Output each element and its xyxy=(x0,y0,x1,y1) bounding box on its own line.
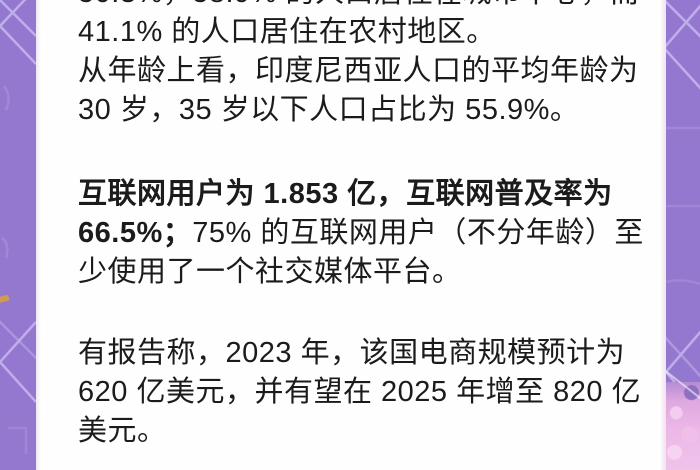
paragraph-ecommerce: 有报告称，2023 年，该国电商规模预计为 620 亿美元，并有望在 2025 … xyxy=(78,334,664,451)
paragraph-demographics: 50.3%，58.9% 的人口居住在城市中心，而 41.1% 的人口居住在农村地… xyxy=(78,0,664,130)
text-line: 少使用了一个社交媒体平台。 xyxy=(78,256,462,288)
text-line-mixed: 66.5%；75% 的互联网用户（不分年龄）至 xyxy=(78,214,664,253)
text-run: 75% 的互联网用户（不分年龄）至 xyxy=(192,217,644,249)
text-line: 从年龄上看，印度尼西亚人口的平均年龄为 xyxy=(78,55,639,87)
paragraph-internet-users: 互联网用户为 1.853 亿，互联网普及率为 66.5%；75% 的互联网用户（… xyxy=(78,175,664,292)
left-wallpaper-strip xyxy=(0,0,36,470)
orange-speck xyxy=(0,295,10,303)
text-line: 620 亿美元，并有望在 2025 年增至 820 亿 xyxy=(78,376,642,408)
text-line: 有报告称，2023 年，该国电商规模预计为 xyxy=(78,337,626,369)
text-line: 30 岁，35 岁以下人口占比为 55.9%。 xyxy=(78,94,580,126)
text-line: 41.1% 的人口居住在农村地区。 xyxy=(78,16,496,48)
text-line: 美元。 xyxy=(78,415,167,447)
article-card: 50.3%，58.9% 的人口居住在城市中心，而 41.1% 的人口居住在农村地… xyxy=(36,0,666,470)
diamond-pattern-left-icon xyxy=(0,0,36,454)
article-text: 50.3%，58.9% 的人口居住在城市中心，而 41.1% 的人口居住在农村地… xyxy=(78,0,664,451)
text-run-bold: 66.5%； xyxy=(78,217,193,249)
right-wallpaper-strip xyxy=(666,0,700,470)
text-line: 50.3%，58.9% 的人口居住在城市中心，而 xyxy=(78,0,664,13)
pink-fabric-texture xyxy=(666,382,700,470)
text-line-bold: 互联网用户为 1.853 亿，互联网普及率为 xyxy=(78,178,613,210)
